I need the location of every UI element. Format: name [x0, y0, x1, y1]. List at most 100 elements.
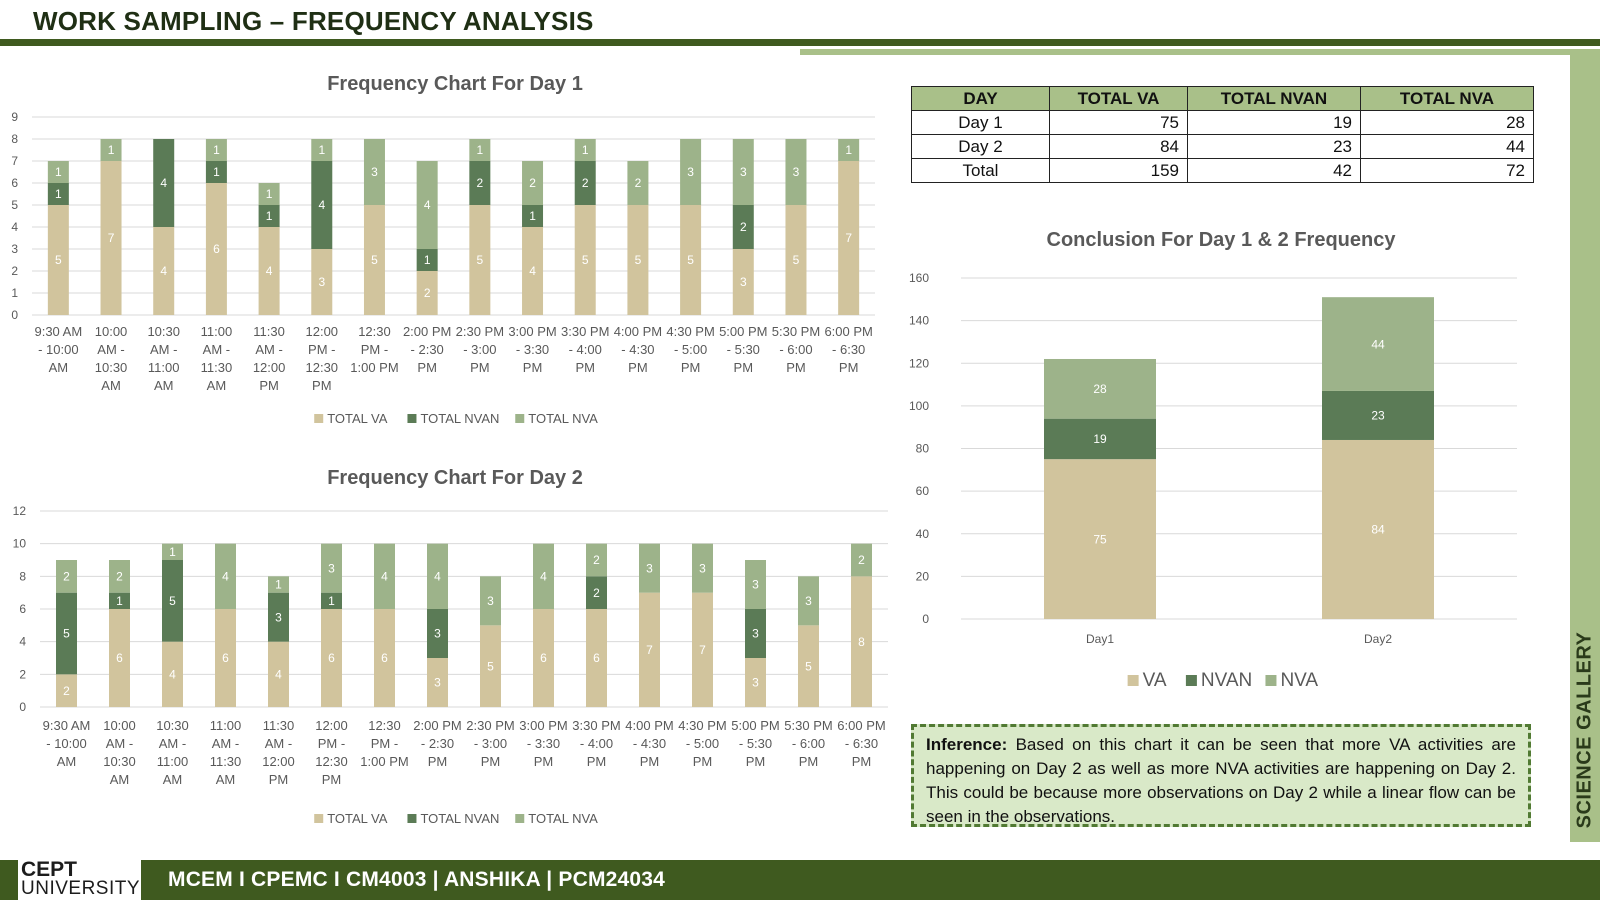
x-tick-label: AM — [101, 378, 121, 393]
x-tick-label: 11:30 — [210, 754, 242, 769]
bar-segment — [533, 543, 554, 609]
data-label: 3 — [371, 165, 378, 179]
x-tick-label: 12:30 — [315, 754, 348, 769]
data-label: 2 — [740, 220, 747, 234]
bar-segment — [574, 139, 596, 161]
x-tick-label: - 4:30 — [633, 736, 666, 751]
bar-segment — [574, 205, 596, 315]
data-label: 3 — [275, 610, 282, 624]
bar-segment — [745, 658, 766, 707]
bar-segment — [469, 139, 491, 161]
x-tick-label: PM — [417, 360, 437, 375]
x-tick-label: - 3:30 — [516, 342, 549, 357]
y-tick-label: 0 — [922, 612, 929, 626]
data-label: 3 — [752, 676, 759, 690]
x-tick-label: PM — [481, 754, 501, 769]
data-label: 2 — [424, 286, 431, 300]
data-label: 5 — [63, 627, 70, 641]
x-tick-label: 5:00 PM — [731, 718, 779, 733]
x-tick-label: AM — [57, 754, 77, 769]
bar-segment — [311, 139, 333, 161]
data-label: 7 — [646, 643, 653, 657]
x-tick-label: - 5:00 — [674, 342, 707, 357]
legend-swatch — [515, 814, 525, 823]
table-header-row: DAY TOTAL VA TOTAL NVAN TOTAL NVA — [911, 86, 1534, 111]
cell-day: Total — [911, 158, 1050, 183]
bar-segment — [680, 205, 702, 315]
logo-text-university: UNIVERSITY — [21, 878, 141, 899]
x-tick-label: 10:30 — [103, 754, 136, 769]
data-label: 6 — [222, 651, 229, 665]
data-label: 5 — [487, 659, 494, 673]
legend-swatch — [515, 414, 525, 423]
x-tick-label: 5:30 PM — [784, 718, 832, 733]
x-tick-label: AM - — [159, 736, 186, 751]
x-tick-label: PM — [523, 360, 543, 375]
bar-segment — [586, 576, 607, 609]
x-tick-label: - 4:30 — [621, 342, 654, 357]
x-tick-label: PM — [799, 754, 819, 769]
y-tick-label: 100 — [909, 399, 929, 413]
bar-segment — [627, 205, 649, 315]
x-tick-label: 5:30 PM — [772, 324, 820, 339]
x-tick-label: PM — [587, 754, 607, 769]
data-label: 4 — [434, 570, 441, 584]
legend-label: NVAN — [1201, 670, 1252, 691]
data-label: 3 — [646, 561, 653, 575]
bar-segment — [205, 183, 227, 315]
y-tick-label: 3 — [11, 242, 18, 256]
y-tick-label: 0 — [19, 700, 26, 714]
data-label: 1 — [169, 545, 176, 559]
data-label: 75 — [1093, 532, 1107, 546]
x-tick-label: PM — [786, 360, 806, 375]
data-label: 1 — [55, 165, 62, 179]
bar-segment — [427, 543, 448, 609]
data-label: 1 — [845, 143, 852, 157]
bar-segment — [215, 543, 236, 609]
x-tick-label: 5:00 PM — [719, 324, 767, 339]
bar-segment — [522, 205, 544, 227]
x-tick-label: 2:30 PM — [466, 718, 514, 733]
inference-text: Based on this chart it can be seen that … — [926, 735, 1516, 826]
side-accent-bar — [1570, 55, 1600, 842]
bar-segment — [258, 227, 280, 315]
y-tick-label: 7 — [11, 154, 18, 168]
x-tick-label: PM - — [308, 342, 335, 357]
x-tick-label: 6:00 PM — [837, 718, 885, 733]
x-tick-label: 10:30 — [95, 360, 128, 375]
x-tick-label: 10:30 — [156, 718, 189, 733]
y-tick-label: 8 — [11, 132, 18, 146]
data-label: 5 — [582, 253, 589, 267]
cell-nvan: 23 — [1187, 134, 1361, 159]
x-tick-label: PM - — [361, 342, 388, 357]
data-label: 4 — [160, 264, 167, 278]
data-label: 4 — [381, 570, 388, 584]
bar-segment — [153, 227, 175, 315]
x-tick-label: PM — [852, 754, 872, 769]
y-tick-label: 2 — [11, 264, 18, 278]
bar-segment — [321, 609, 342, 707]
y-tick-label: 5 — [11, 198, 18, 212]
x-tick-label: - 3:30 — [527, 736, 560, 751]
legend-label: TOTAL NVAN — [420, 811, 499, 826]
data-label: 2 — [529, 176, 536, 190]
bar-segment — [732, 205, 754, 249]
bar-segment — [480, 576, 501, 626]
x-tick-label: 1:00 PM — [360, 754, 408, 769]
data-label: 4 — [266, 264, 273, 278]
bar-segment — [205, 139, 227, 161]
x-tick-label: PM — [839, 360, 859, 375]
cell-nva: 28 — [1360, 110, 1534, 135]
bar-segment — [47, 183, 69, 205]
bar-segment — [838, 161, 860, 315]
y-tick-label: 80 — [916, 442, 930, 456]
data-label: 6 — [593, 651, 600, 665]
x-tick-label: PM - — [318, 736, 345, 751]
x-tick-label: 12:00 — [315, 718, 348, 733]
data-label: 3 — [740, 275, 747, 289]
cell-nva: 72 — [1360, 158, 1534, 183]
col-header-va: TOTAL VA — [1049, 86, 1188, 111]
bar-segment — [100, 161, 122, 315]
data-label: 5 — [635, 253, 642, 267]
legend-label: TOTAL VA — [327, 811, 388, 826]
